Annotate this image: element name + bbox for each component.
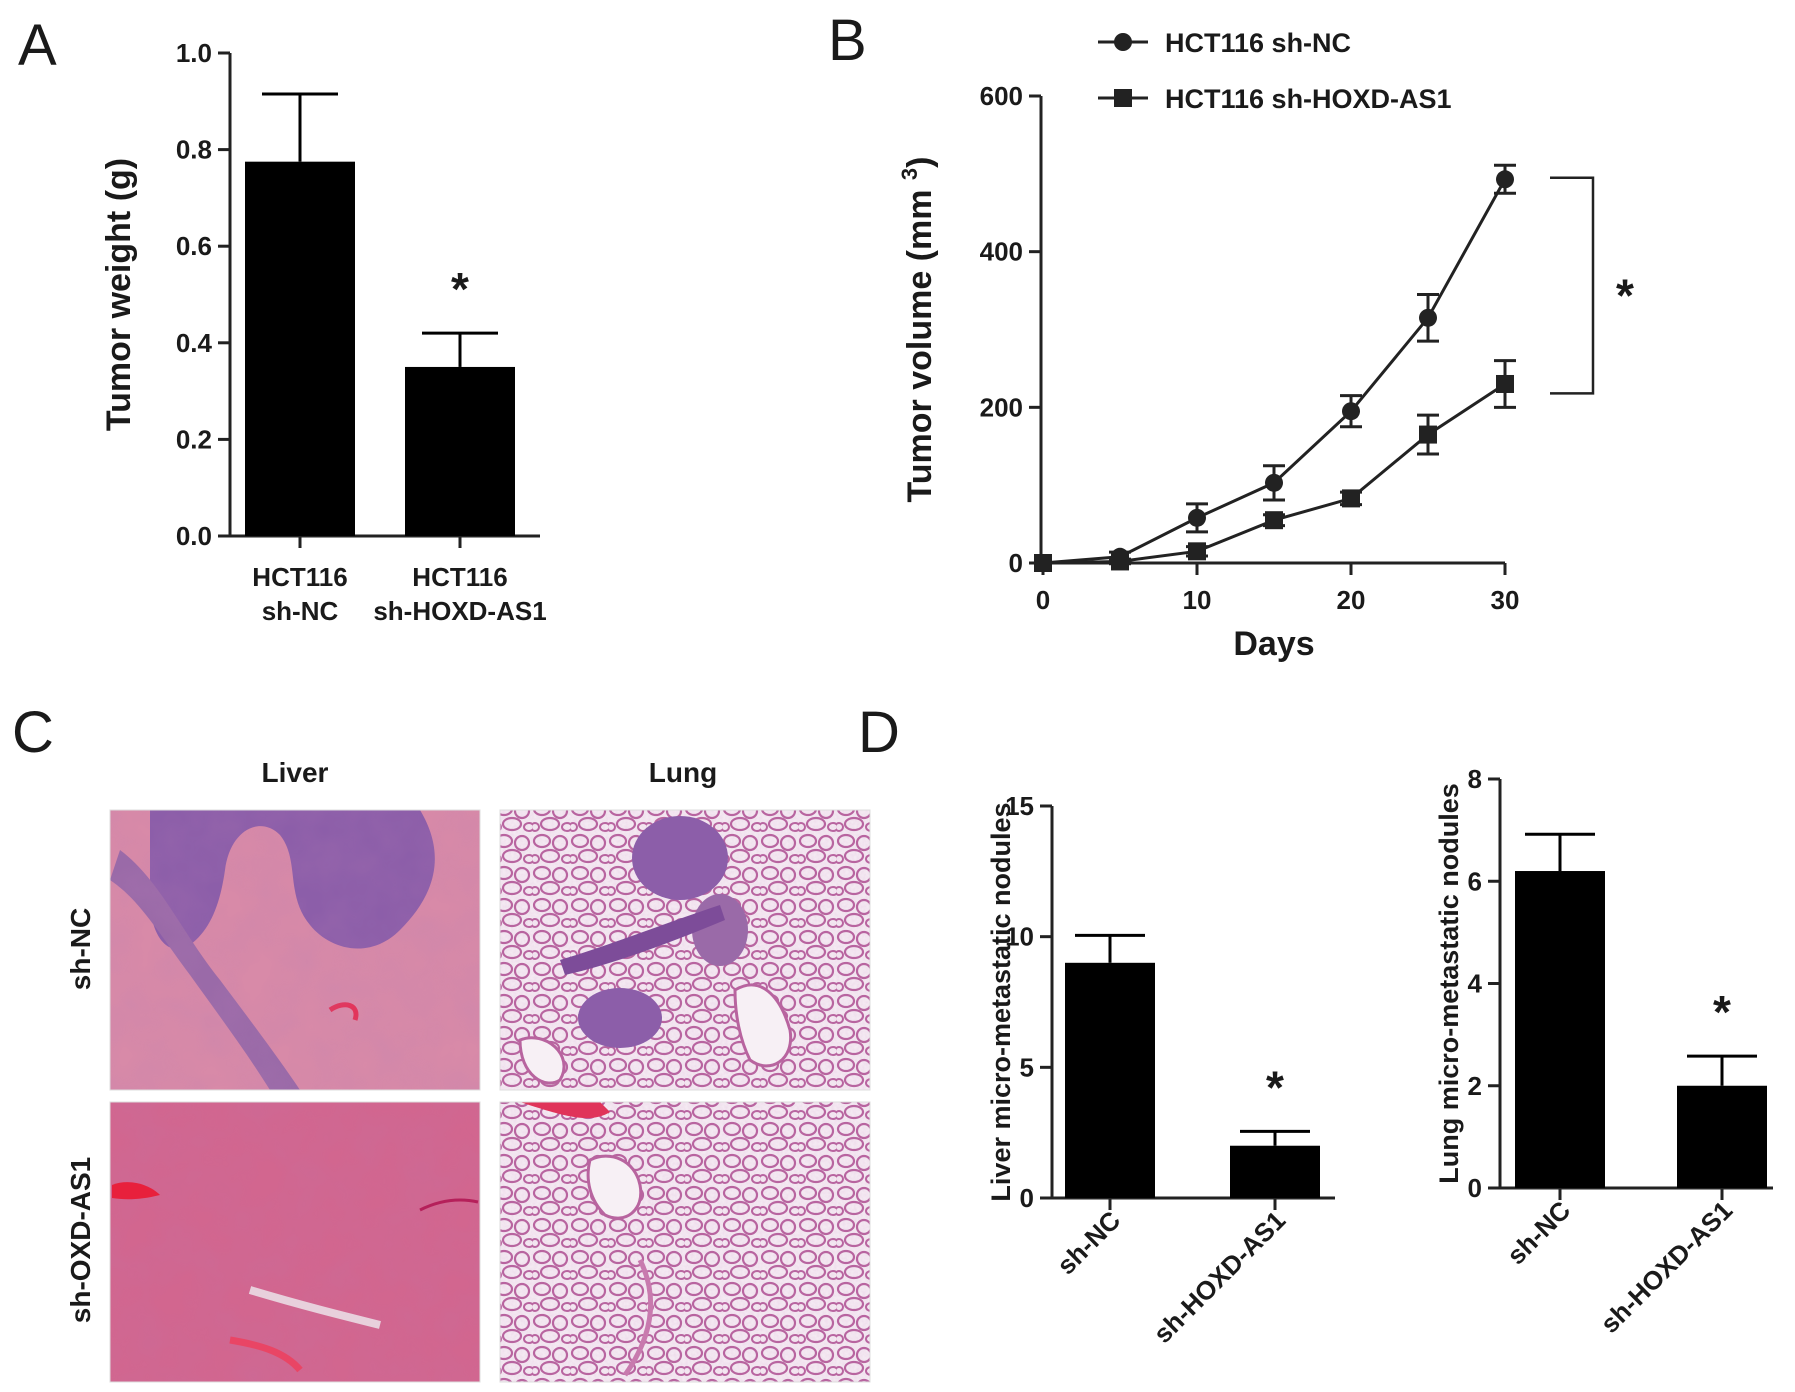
row-label-sh-oxd-as1: sh-OXD-AS1 — [65, 1157, 96, 1323]
y-axis-title-main: Tumor volume (mm — [901, 180, 939, 502]
significance-star: * — [1713, 986, 1731, 1038]
y-tick-label: 0.2 — [176, 424, 212, 454]
panel-label-d: D — [858, 700, 900, 765]
data-point — [1342, 402, 1360, 421]
tumor-weight-chart: 0.0 0.2 0.4 0.6 0.8 1.0 Tumor weight (g) HCT116… — [100, 38, 547, 626]
x-axis-title: Days — [1233, 625, 1314, 663]
series-hct116-sh-nc — [1034, 163, 1516, 572]
bar-2 — [405, 366, 515, 536]
category-label: sh-HOXD-AS1 — [1594, 1195, 1738, 1339]
column-label-lung: Lung — [649, 757, 717, 788]
category-label: sh-NC — [1051, 1205, 1127, 1281]
data-point — [1496, 170, 1514, 189]
category-label: HCT116 — [252, 562, 347, 592]
panel-label-a: A — [18, 13, 57, 78]
category-label: sh-NC — [1501, 1195, 1577, 1271]
x-tick-label: 20 — [1337, 585, 1366, 615]
y-tick-label: 0 — [1468, 1173, 1482, 1203]
legend-marker — [1114, 33, 1132, 51]
bar-1 — [1065, 962, 1155, 1198]
y-tick-label: 0.6 — [176, 231, 212, 261]
data-point — [1188, 542, 1206, 561]
category-label: sh-HOXD-AS1 — [1147, 1205, 1291, 1349]
data-point — [1265, 473, 1283, 492]
y-tick-label: 6 — [1468, 866, 1482, 896]
data-point — [1496, 374, 1514, 393]
y-tick-label: 0 — [1020, 1183, 1034, 1213]
y-tick-label: 0 — [1009, 548, 1023, 578]
data-point — [1419, 308, 1437, 327]
significance-bracket — [1550, 176, 1595, 395]
y-tick-label: 600 — [980, 81, 1023, 111]
y-axis-title: Liver micro-metastatic nodules — [986, 802, 1016, 1201]
category-label: HCT116 — [412, 562, 507, 592]
lung-sh-nc-image — [500, 810, 870, 1090]
y-tick-label: 10 — [1005, 922, 1034, 952]
y-tick-label: 200 — [980, 392, 1023, 422]
legend-label: HCT116 sh-HOXD-AS1 — [1165, 84, 1452, 114]
legend-marker — [1114, 89, 1132, 107]
data-point — [1034, 554, 1052, 572]
lung-sh-oxd-as1-image — [500, 1102, 870, 1382]
bar-1 — [1515, 871, 1605, 1188]
y-axis-title-close: ) — [901, 157, 939, 168]
y-tick-label: 8 — [1468, 764, 1482, 794]
liver-sh-oxd-as1-image — [110, 1102, 480, 1382]
y-tick-label: 0.4 — [176, 328, 213, 358]
tumor-volume-chart: 0 200 400 600 0 10 20 30 Days Tumor volume (mm 3)… — [897, 28, 1634, 663]
data-point — [1265, 511, 1283, 530]
significance-star: * — [1616, 270, 1634, 322]
y-tick-label: 0.0 — [176, 521, 212, 551]
bar-2 — [1230, 1145, 1320, 1198]
y-axis-title-superscript: 3 — [897, 168, 922, 180]
significance-star: * — [1266, 1061, 1284, 1113]
liver-sh-nc-image — [110, 810, 480, 1090]
data-point — [1419, 425, 1437, 444]
category-label: sh-HOXD-AS1 — [373, 596, 546, 626]
y-axis-title: Tumor volume (mm 3) — [897, 157, 939, 503]
panel-label-c: C — [12, 700, 54, 765]
panel-label-b: B — [828, 8, 867, 73]
x-tick-label: 10 — [1183, 585, 1212, 615]
significance-star: * — [451, 263, 469, 315]
y-axis-title: Lung micro-metastatic nodules — [1434, 783, 1464, 1184]
x-tick-label: 30 — [1491, 585, 1520, 615]
data-point — [1111, 552, 1129, 571]
row-label-sh-nc: sh-NC — [65, 908, 96, 990]
y-tick-label: 5 — [1020, 1052, 1034, 1082]
y-tick-label: 0.8 — [176, 135, 212, 165]
x-tick-label: 0 — [1036, 585, 1050, 615]
column-label-liver: Liver — [262, 757, 329, 788]
bar-2 — [1677, 1085, 1767, 1188]
data-point — [1188, 508, 1206, 527]
data-point — [1342, 489, 1360, 508]
y-tick-label: 400 — [980, 237, 1023, 267]
series-hct116-sh-hoxd-as1 — [1034, 359, 1516, 572]
y-axis-title: Tumor weight (g) — [100, 158, 138, 431]
y-tick-label: 15 — [1005, 791, 1034, 821]
bar-1 — [245, 161, 355, 537]
series-line — [1042, 178, 1507, 565]
category-label: sh-NC — [262, 596, 339, 626]
y-tick-label: 1.0 — [176, 38, 212, 68]
histology-panel: Liver Lung sh-NC sh-OXD-AS1 — [65, 757, 871, 1383]
y-tick-label: 4 — [1468, 969, 1483, 999]
legend-label: HCT116 sh-NC — [1165, 28, 1351, 58]
y-tick-label: 2 — [1468, 1071, 1482, 1101]
